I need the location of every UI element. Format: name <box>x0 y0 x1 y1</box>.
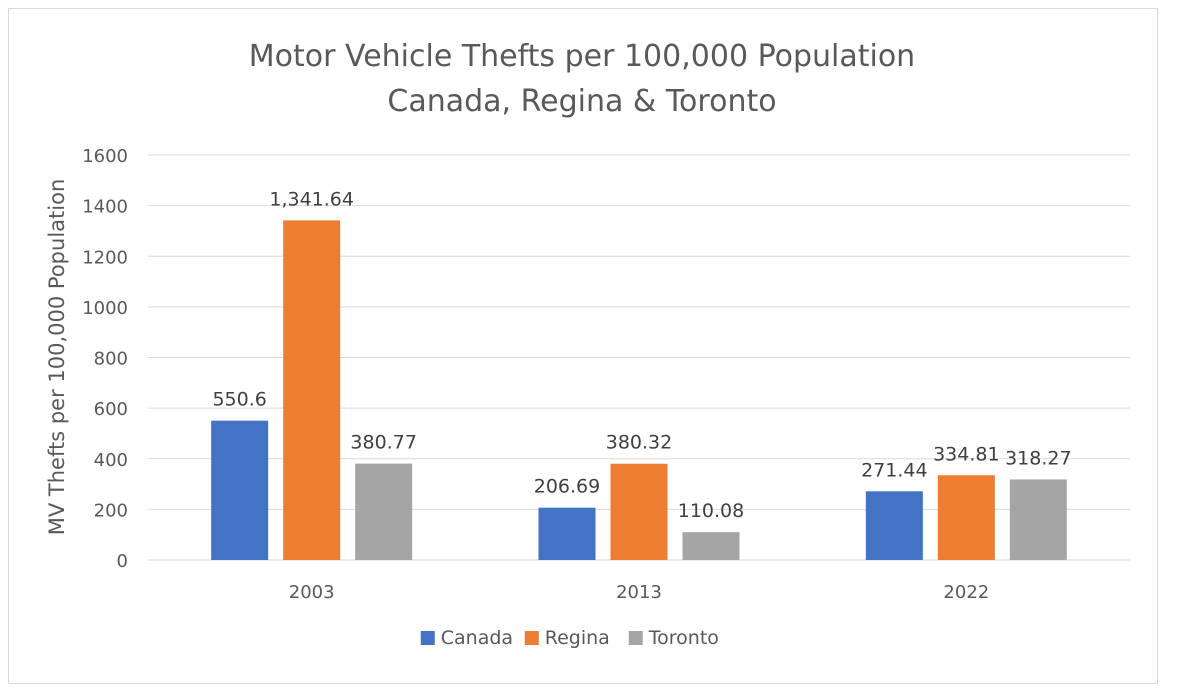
x-tick-label: 2022 <box>943 582 989 603</box>
y-tick-label: 600 <box>94 399 128 420</box>
data-label-regina-2003: 1,341.64 <box>269 188 354 210</box>
data-label-toronto-2003: 380.77 <box>350 432 416 454</box>
y-axis-ticks: 0 200 400 600 800 1000 1200 1400 1600 <box>82 146 128 572</box>
data-label-toronto-2013: 110.08 <box>678 500 744 522</box>
data-label-regina-2022: 334.81 <box>933 443 999 465</box>
bar-canada-2022 <box>865 491 923 560</box>
y-tick-label: 400 <box>94 450 128 471</box>
bar-toronto-2003 <box>355 463 413 560</box>
x-tick-label: 2013 <box>616 582 662 603</box>
bar-regina-2022 <box>937 475 995 560</box>
legend-label-toronto: Toronto <box>648 627 719 649</box>
data-label-canada-2022: 271.44 <box>861 459 927 481</box>
bars <box>211 220 1067 560</box>
bar-canada-2013 <box>538 507 596 560</box>
legend-swatch-toronto <box>628 631 643 645</box>
y-tick-label: 1600 <box>82 146 128 167</box>
legend-label-canada: Canada <box>441 627 513 649</box>
data-label-canada-2013: 206.69 <box>534 476 600 498</box>
x-axis-ticks: 2003 2013 2022 <box>289 582 989 603</box>
legend: Canada Regina Toronto <box>420 627 719 649</box>
legend-label-regina: Regina <box>545 627 610 649</box>
data-label-canada-2003: 550.6 <box>212 389 266 411</box>
y-tick-label: 1400 <box>82 197 128 218</box>
chart-frame <box>8 8 1158 684</box>
y-tick-label: 800 <box>94 349 128 370</box>
bar-regina-2013 <box>610 463 668 560</box>
data-label-toronto-2022: 318.27 <box>1005 447 1071 469</box>
bar-toronto-2013 <box>682 532 740 560</box>
y-tick-label: 1200 <box>82 247 128 268</box>
y-tick-label: 1000 <box>82 298 128 319</box>
bar-toronto-2022 <box>1009 479 1067 560</box>
data-labels: 550.6 1,341.64 380.77 206.69 380.32 110.08 271… <box>212 188 1071 522</box>
bar-canada-2003 <box>211 420 269 560</box>
data-label-regina-2013: 380.32 <box>606 432 672 454</box>
legend-swatch-regina <box>524 631 539 645</box>
chart-subtitle: Canada, Regina & Toronto <box>387 84 776 119</box>
y-tick-label: 0 <box>117 551 128 572</box>
y-axis-title: MV Thefts per 100,000 Population <box>45 179 69 536</box>
x-tick-label: 2003 <box>289 582 335 603</box>
legend-swatch-canada <box>420 631 435 645</box>
bar-regina-2003 <box>283 220 341 560</box>
y-tick-label: 200 <box>94 500 128 521</box>
chart-title: Motor Vehicle Thefts per 100,000 Populat… <box>249 39 915 74</box>
